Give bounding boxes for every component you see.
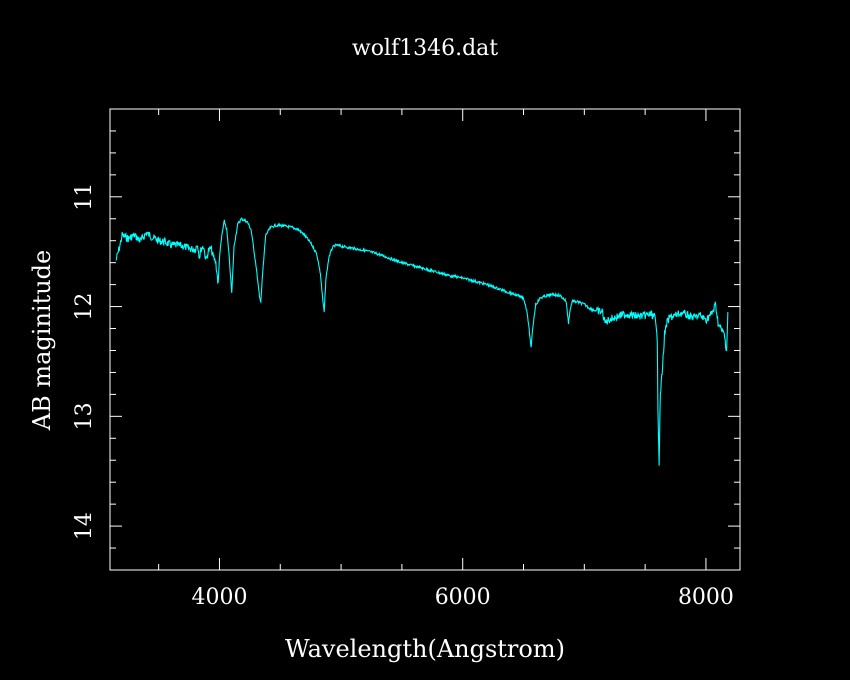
x-axis-label: Wavelength(Angstrom) (285, 635, 565, 663)
y-tick-label: 14 (72, 512, 97, 540)
chart-title: wolf1346.dat (352, 36, 498, 61)
axis-ticks (110, 108, 740, 571)
x-tick-label: 4000 (191, 585, 247, 610)
y-tick-label: 13 (72, 402, 97, 430)
y-tick-label: 11 (72, 183, 97, 211)
plot-frame (109, 108, 741, 571)
y-tick-label: 12 (72, 293, 97, 321)
y-axis-label: AB maginitude (28, 250, 56, 432)
axis-tick-labels: 4000 6000 8000 11 12 13 14 (72, 183, 734, 610)
x-tick-label: 6000 (435, 585, 491, 610)
spectrum-series-line (115, 217, 729, 466)
x-tick-label: 8000 (678, 585, 734, 610)
